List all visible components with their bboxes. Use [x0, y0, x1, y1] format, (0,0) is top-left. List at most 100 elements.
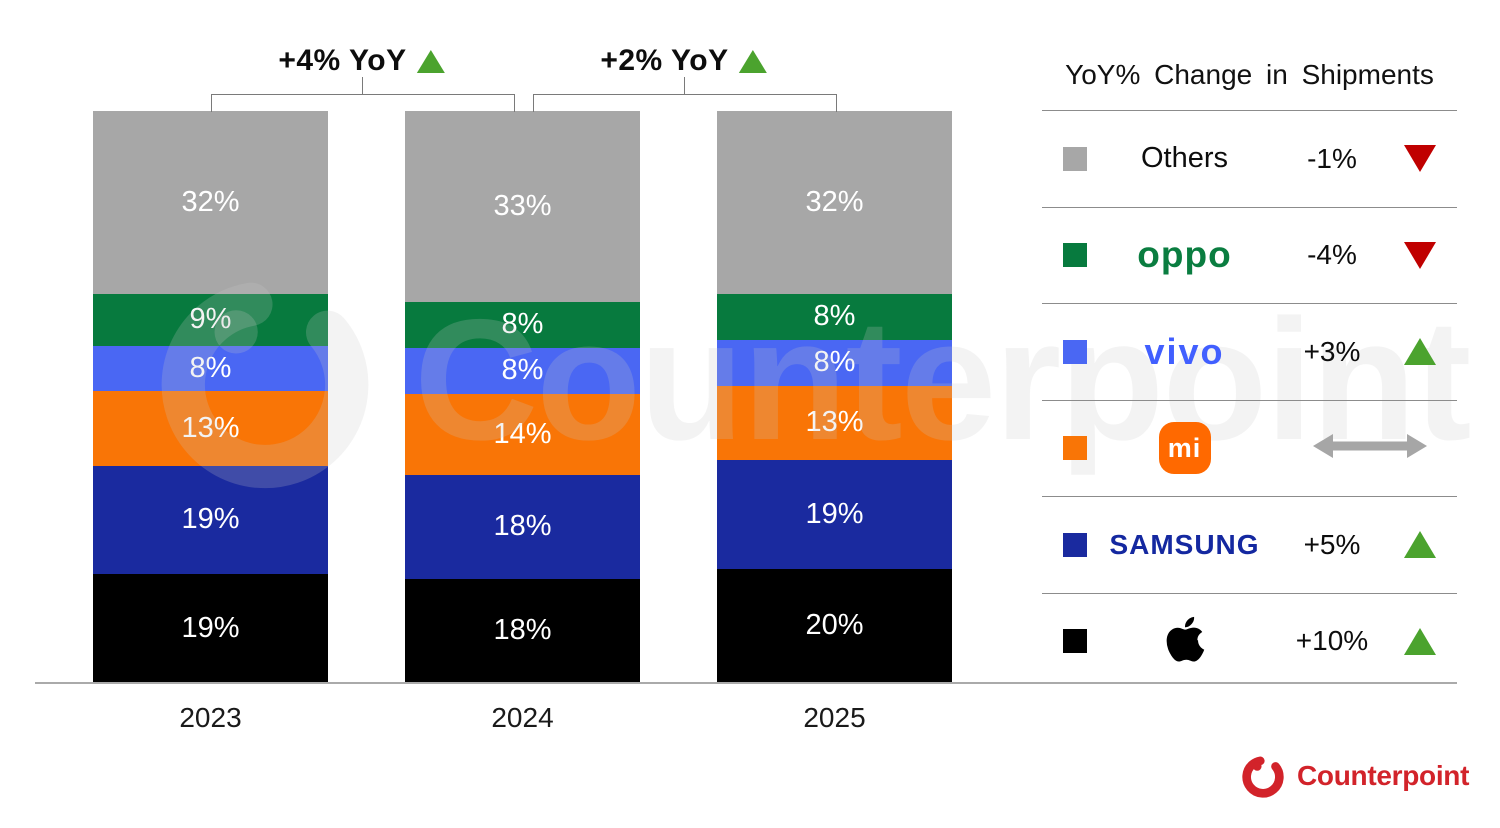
legend-row-apple: +10% — [1042, 594, 1457, 690]
segment-label-xiaomi-2024: 14% — [493, 418, 552, 451]
samsung-wordmark: SAMSUNG — [1109, 528, 1260, 560]
legend-swatch-others — [1063, 146, 1087, 171]
segment-oppo-2025: 8% — [717, 294, 952, 340]
segment-label-others-2024: 33% — [493, 189, 552, 222]
x-axis-label-2023: 2023 — [179, 702, 242, 733]
segment-label-oppo-2023: 9% — [189, 303, 232, 336]
segment-label-vivo-2023: 8% — [189, 351, 232, 384]
down-arrow-icon — [1382, 241, 1457, 269]
up-arrow-icon — [1382, 338, 1457, 366]
segment-label-oppo-2025: 8% — [813, 300, 856, 333]
legend-title: YoY% Change in Shipments — [1042, 40, 1457, 111]
bar-2025: 32% 8% 8% 13% 19% 20% — [717, 111, 952, 683]
segment-vivo-2024: 8% — [405, 347, 640, 395]
down-triangle-icon — [1403, 241, 1436, 269]
yoy-annotation-2024-2025: +2% YoY — [600, 44, 767, 78]
segment-label-oppo-2024: 8% — [501, 308, 544, 341]
apple-logo — [1087, 614, 1282, 669]
xiaomi-mi-logo-icon: mi — [1158, 422, 1211, 475]
segment-vivo-2023: 8% — [93, 345, 328, 392]
segment-label-xiaomi-2023: 13% — [181, 411, 240, 444]
segment-xiaomi-2023: 13% — [93, 391, 328, 466]
legend-rows: Others -1% oppo -4% vivo +3% mi SAMSUNG +5% +10% — [1042, 111, 1457, 689]
segment-label-samsung-2023: 19% — [181, 503, 240, 536]
segment-label-samsung-2025: 19% — [805, 497, 864, 530]
yoy-annotation-2023-2024: +4% YoY — [278, 44, 445, 78]
legend-swatch-xiaomi — [1063, 436, 1087, 461]
legend-change-oppo: -4% — [1307, 239, 1357, 271]
segment-apple-2023: 19% — [93, 574, 328, 683]
segment-others-2023: 32% — [93, 111, 328, 295]
bar-2023: 32% 9% 8% 13% 19% 19% — [93, 111, 328, 683]
vivo-logo: vivo — [1087, 331, 1282, 373]
vivo-wordmark: vivo — [1144, 330, 1225, 372]
legend-change-vivo: +3% — [1303, 335, 1361, 367]
up-triangle-icon — [1403, 338, 1436, 366]
segment-label-apple-2023: 19% — [181, 612, 240, 645]
yoy-bracket-tick — [683, 77, 685, 95]
others-logo: Others — [1087, 142, 1282, 175]
flat-arrow-icon — [1282, 433, 1457, 464]
oppo-wordmark: oppo — [1137, 234, 1232, 276]
legend-panel: YoY% Change in Shipments Others -1% oppo -4… — [1042, 40, 1457, 689]
segment-samsung-2023: 19% — [93, 465, 328, 575]
apple-logo-icon — [1164, 614, 1206, 669]
bar-2024: 33% 8% 8% 14% 18% 18% — [405, 111, 640, 683]
segment-oppo-2024: 8% — [405, 301, 640, 348]
legend-swatch-samsung — [1063, 532, 1087, 557]
legend-row-samsung: SAMSUNG +5% — [1042, 497, 1457, 594]
down-triangle-icon — [1403, 145, 1436, 173]
segment-others-2025: 32% — [717, 111, 952, 295]
segment-xiaomi-2025: 13% — [717, 385, 952, 460]
counterpoint-logo: Counterpoint — [1238, 750, 1469, 802]
segment-label-vivo-2025: 8% — [813, 346, 856, 379]
segment-xiaomi-2024: 14% — [405, 394, 640, 475]
legend-row-others: Others -1% — [1042, 111, 1457, 208]
yoy-bracket-tick — [361, 77, 363, 95]
xiaomi-logo: mi — [1087, 422, 1282, 475]
yoy-bracket-2023-2024 — [210, 94, 515, 112]
segment-apple-2024: 18% — [405, 578, 640, 683]
samsung-logo: SAMSUNG — [1087, 529, 1282, 561]
up-triangle-icon — [1403, 627, 1436, 655]
up-arrow-icon — [1382, 627, 1457, 655]
x-axis-line — [35, 682, 1457, 684]
counterpoint-mark-icon — [1242, 756, 1284, 798]
segment-samsung-2025: 19% — [717, 459, 952, 569]
oppo-logo: oppo — [1087, 234, 1282, 276]
legend-label-others: Others — [1140, 142, 1229, 175]
segment-label-samsung-2024: 18% — [493, 510, 552, 543]
flat-double-arrow-icon — [1312, 433, 1427, 464]
segment-label-others-2025: 32% — [805, 186, 864, 219]
legend-row-xiaomi: mi — [1042, 401, 1457, 497]
counterpoint-logo-text: Counterpoint — [1297, 760, 1470, 791]
legend-change-others: -1% — [1307, 142, 1357, 174]
x-axis-label-2024: 2024 — [491, 702, 554, 733]
down-arrow-icon — [1382, 145, 1457, 173]
legend-row-vivo: vivo +3% — [1042, 304, 1457, 401]
up-triangle-icon — [1403, 531, 1436, 559]
yoy-annotation-text: +2% YoY — [600, 44, 729, 77]
segment-label-vivo-2024: 8% — [501, 354, 544, 387]
yoy-bracket-2024-2025 — [532, 94, 837, 112]
yoy-up-triangle-icon — [738, 49, 767, 73]
segment-vivo-2025: 8% — [717, 339, 952, 386]
segment-label-apple-2024: 18% — [493, 614, 552, 647]
segment-label-apple-2025: 20% — [805, 609, 864, 642]
segment-apple-2025: 20% — [717, 568, 952, 683]
legend-swatch-oppo — [1063, 243, 1087, 268]
up-arrow-icon — [1382, 531, 1457, 559]
legend-swatch-vivo — [1063, 339, 1087, 364]
legend-change-samsung: +5% — [1303, 528, 1361, 560]
legend-change-apple: +10% — [1295, 625, 1369, 657]
segment-samsung-2024: 18% — [405, 474, 640, 579]
segment-label-xiaomi-2025: 13% — [805, 406, 864, 439]
x-axis-label-2025: 2025 — [803, 702, 866, 733]
yoy-annotation-text: +4% YoY — [278, 44, 407, 77]
segment-label-others-2023: 32% — [181, 186, 240, 219]
segment-others-2024: 33% — [405, 111, 640, 302]
segment-oppo-2023: 9% — [93, 294, 328, 346]
legend-row-oppo: oppo -4% — [1042, 208, 1457, 304]
